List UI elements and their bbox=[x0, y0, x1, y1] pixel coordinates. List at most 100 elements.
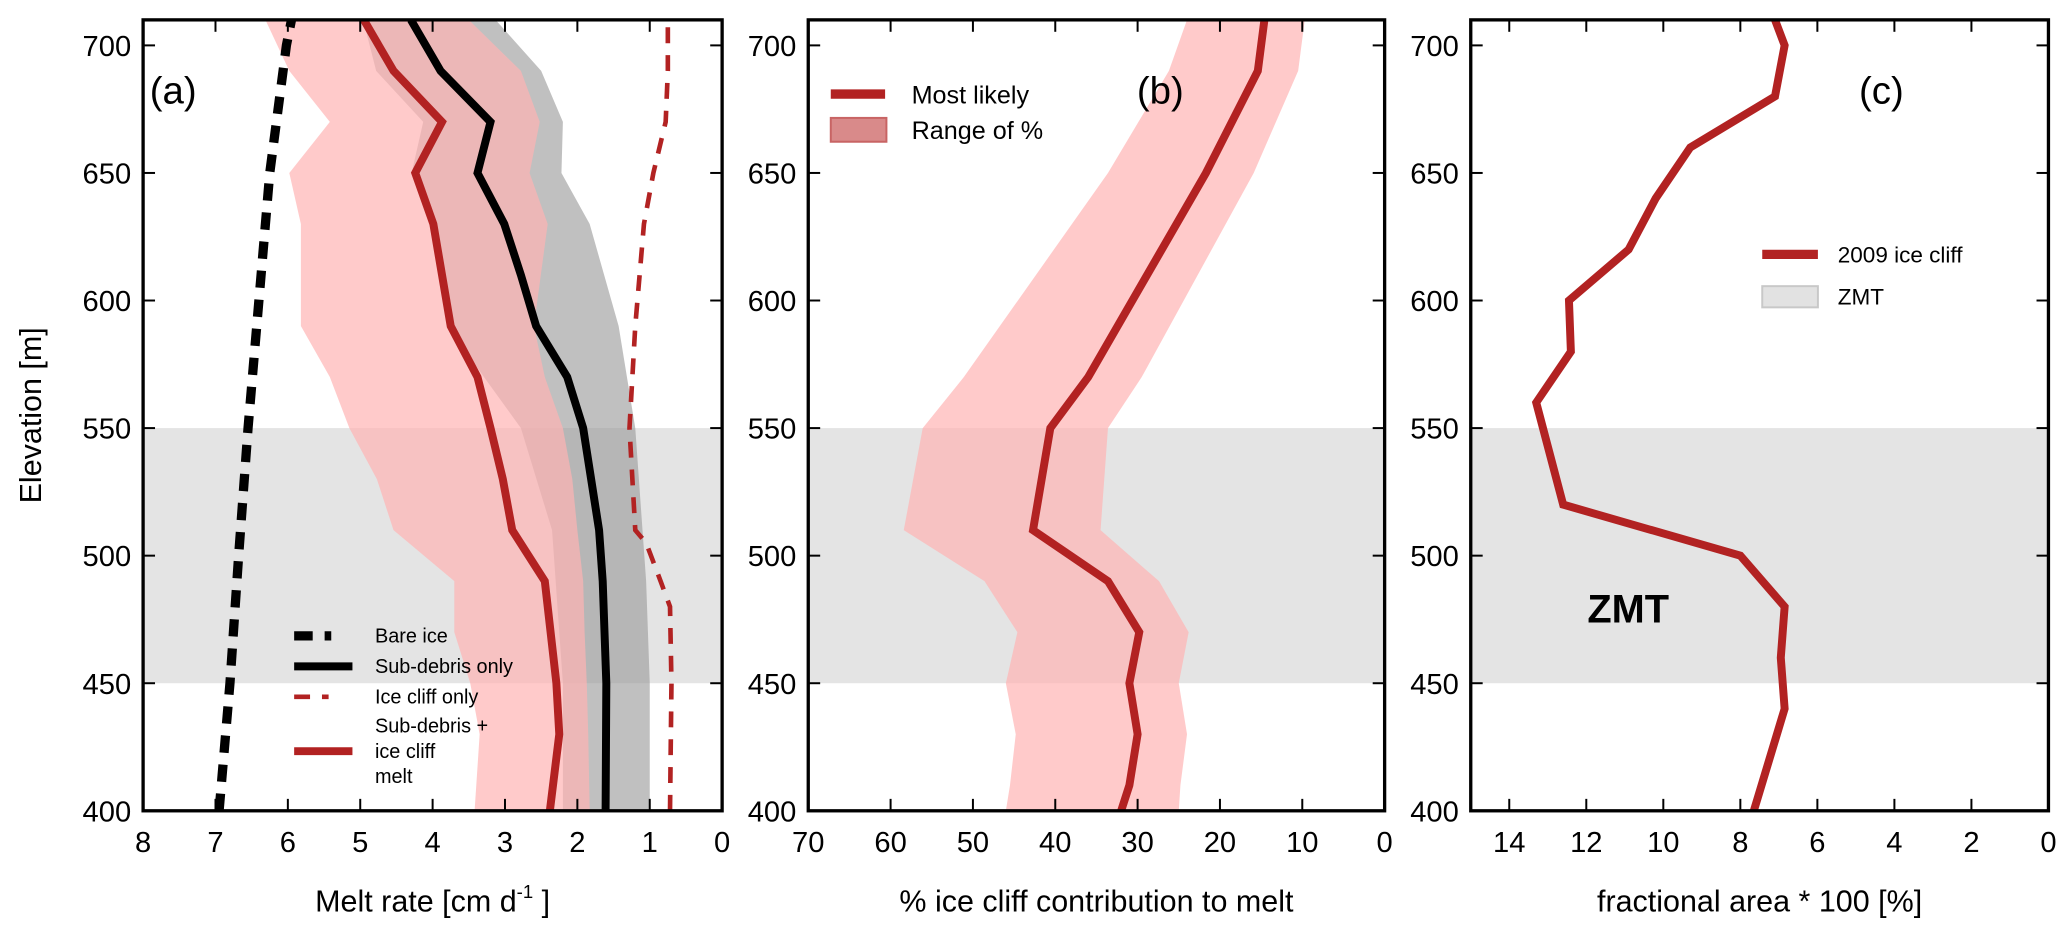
x-tick-label: 0 bbox=[1377, 827, 1393, 859]
x-tick-label: 2 bbox=[1963, 827, 1979, 859]
x-axis-label: Melt rate [cm d-1 ] bbox=[315, 881, 550, 918]
legend-item: Range of % bbox=[829, 116, 1043, 145]
x-tick-label: 6 bbox=[280, 827, 296, 859]
x-tick-label: 3 bbox=[497, 827, 513, 859]
y-tick-label: 450 bbox=[1410, 669, 1459, 701]
x-axis-label-text: Melt rate [cm d bbox=[315, 884, 516, 918]
x-tick-label: 4 bbox=[1886, 827, 1902, 859]
x-tick-label: 8 bbox=[1732, 827, 1748, 859]
x-axis-label-text: fractional area * 100 [%] bbox=[1597, 884, 1922, 918]
y-tick-label: 700 bbox=[748, 31, 797, 63]
y-tick-label: 650 bbox=[748, 159, 797, 191]
legend-item: 2009 ice cliff bbox=[1762, 242, 1963, 267]
x-tick-label: 2 bbox=[569, 827, 585, 859]
x-tick-label: 7 bbox=[207, 827, 223, 859]
x-tick-label: 0 bbox=[2040, 827, 2056, 859]
panel-label: (c) bbox=[1859, 69, 1904, 112]
y-tick-label: 400 bbox=[748, 796, 797, 828]
legend-label: 2009 ice cliff bbox=[1838, 242, 1964, 267]
x-tick-label: 6 bbox=[1809, 827, 1825, 859]
series-line-2009-ice-cliff bbox=[1531, 19, 1789, 811]
legend-item: ZMT bbox=[1761, 285, 1885, 310]
legend-label: ice cliff bbox=[375, 741, 436, 763]
x-tick-label: 8 bbox=[135, 827, 151, 859]
series-line-bare-ice bbox=[214, 19, 297, 811]
y-tick-label: 500 bbox=[748, 541, 797, 573]
zmt-annotation: ZMT bbox=[1587, 588, 1669, 632]
x-tick-label: 50 bbox=[957, 827, 989, 859]
panel-label: (a) bbox=[150, 69, 197, 112]
x-tick-label: 10 bbox=[1647, 827, 1679, 859]
plot-area bbox=[143, 19, 723, 811]
x-axis-label-superscript: -1 bbox=[517, 881, 533, 902]
y-axis-label: Elevation [m] bbox=[14, 327, 48, 503]
legend-swatch bbox=[1761, 285, 1819, 309]
legend-label: Range of % bbox=[912, 117, 1043, 145]
y-tick-label: 550 bbox=[1410, 414, 1459, 446]
x-axis-label: fractional area * 100 [%] bbox=[1597, 884, 1922, 918]
y-tick-label: 400 bbox=[1410, 796, 1459, 828]
x-axis-label-text: % ice cliff contribution to melt bbox=[899, 884, 1294, 918]
x-tick-label: 40 bbox=[1039, 827, 1071, 859]
y-tick-label: 500 bbox=[83, 541, 132, 573]
x-tick-label: 5 bbox=[352, 827, 368, 859]
legend-label: Ice cliff only bbox=[375, 686, 478, 708]
x-tick-label: 10 bbox=[1286, 827, 1318, 859]
legend-swatch bbox=[829, 116, 888, 143]
x-tick-label: 70 bbox=[792, 827, 824, 859]
panel-b: 70 60 50 40 30 20 10 0 400 450 500 550 600 650 700 % ic… bbox=[748, 18, 1393, 918]
plot-area bbox=[808, 19, 1385, 811]
y-tick-label: 550 bbox=[748, 414, 797, 446]
x-tick-label: 12 bbox=[1570, 827, 1602, 859]
panel-c: 14 12 10 8 6 4 2 0 400 450 500 550 600 650 700 fraction… bbox=[1410, 18, 2057, 918]
panel-a: 8 7 6 5 4 3 2 1 0 400 450 500 550 600 650 700 Melt rate … bbox=[14, 18, 730, 918]
legend-label: Bare ice bbox=[375, 626, 448, 648]
y-tick-label: 650 bbox=[83, 159, 132, 191]
legend: Bare ice Sub-debris only Ice cliff only Sub… bbox=[294, 626, 513, 788]
legend: Most likely Range of % bbox=[829, 81, 1043, 145]
y-tick-label: 600 bbox=[748, 286, 797, 318]
x-tick-label: 60 bbox=[874, 827, 906, 859]
x-tick-label: 20 bbox=[1204, 827, 1236, 859]
y-tick-label: 400 bbox=[83, 796, 132, 828]
pink-range-band bbox=[903, 19, 1305, 811]
plot-area bbox=[1470, 19, 2049, 811]
series-line-sub-debris-only bbox=[407, 19, 611, 811]
pink-range-band bbox=[265, 19, 590, 811]
legend-label: Sub-debris + bbox=[375, 716, 488, 738]
y-tick-label: 700 bbox=[83, 31, 132, 63]
y-tick-label: 650 bbox=[1410, 159, 1459, 191]
y-tick-label: 600 bbox=[1410, 286, 1459, 318]
panel-label: (b) bbox=[1137, 69, 1184, 112]
x-tick-label: 30 bbox=[1121, 827, 1153, 859]
x-tick-label: 1 bbox=[642, 827, 658, 859]
x-tick-label: 14 bbox=[1493, 827, 1525, 859]
legend-label: ZMT bbox=[1838, 285, 1885, 310]
legend-item: Bare ice bbox=[294, 626, 448, 648]
x-tick-label: 4 bbox=[425, 827, 441, 859]
zmt-band bbox=[1470, 428, 2049, 684]
y-tick-label: 600 bbox=[83, 286, 132, 318]
legend-label: Sub-debris only bbox=[375, 656, 513, 678]
y-tick-label: 550 bbox=[83, 414, 132, 446]
y-tick-label: 500 bbox=[1410, 541, 1459, 573]
x-tick-label: 0 bbox=[714, 827, 730, 859]
axes-frame bbox=[806, 18, 1387, 813]
legend-item: Sub-debris + ice cliff melt bbox=[294, 716, 488, 788]
y-tick-label: 450 bbox=[83, 669, 132, 701]
axes-frame bbox=[1469, 18, 2051, 813]
x-axis-label-end: ] bbox=[533, 884, 550, 918]
legend-label: melt bbox=[375, 766, 413, 788]
legend: 2009 ice cliff ZMT bbox=[1761, 242, 1963, 310]
x-axis-label: % ice cliff contribution to melt bbox=[899, 884, 1294, 918]
legend-label: Most likely bbox=[912, 81, 1030, 109]
legend-item: Most likely bbox=[830, 81, 1030, 109]
series-line-sub-debris-ice-cliff-melt bbox=[360, 19, 564, 811]
series-line-ice-cliff-only bbox=[627, 19, 674, 811]
legend-item: Ice cliff only bbox=[294, 686, 478, 708]
y-tick-label: 450 bbox=[748, 669, 797, 701]
legend-item: Sub-debris only bbox=[294, 656, 513, 678]
y-tick-label: 700 bbox=[1410, 31, 1459, 63]
series-line-most-likely bbox=[1028, 19, 1269, 811]
